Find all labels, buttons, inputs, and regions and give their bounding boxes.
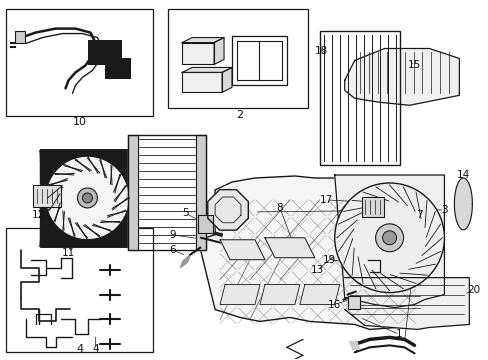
Circle shape xyxy=(382,231,396,245)
Text: 4: 4 xyxy=(77,345,84,354)
Bar xyxy=(33,185,61,207)
Circle shape xyxy=(77,188,97,208)
Circle shape xyxy=(82,193,92,203)
Text: 20: 20 xyxy=(466,284,479,294)
Polygon shape xyxy=(196,135,205,250)
Text: 9: 9 xyxy=(168,230,175,240)
Circle shape xyxy=(334,183,444,293)
Polygon shape xyxy=(344,49,458,105)
Text: 2: 2 xyxy=(236,110,243,120)
Polygon shape xyxy=(349,341,359,349)
Polygon shape xyxy=(299,285,339,305)
Text: 13: 13 xyxy=(310,265,324,275)
Polygon shape xyxy=(182,37,224,42)
Bar xyxy=(361,197,383,217)
Text: 1: 1 xyxy=(395,329,402,339)
Bar xyxy=(319,31,399,165)
Polygon shape xyxy=(453,178,471,230)
Bar xyxy=(128,135,205,250)
Bar xyxy=(15,31,24,42)
Text: 18: 18 xyxy=(314,45,328,55)
Polygon shape xyxy=(182,72,222,92)
Text: 4: 4 xyxy=(92,345,99,354)
Bar xyxy=(6,9,153,116)
Text: 10: 10 xyxy=(72,117,86,127)
Circle shape xyxy=(45,156,129,240)
Text: 19: 19 xyxy=(323,255,336,265)
Polygon shape xyxy=(207,190,248,230)
Polygon shape xyxy=(220,285,260,305)
Polygon shape xyxy=(344,278,468,329)
Text: 6: 6 xyxy=(168,245,175,255)
Polygon shape xyxy=(220,240,264,260)
Polygon shape xyxy=(198,176,427,329)
Bar xyxy=(168,9,307,108)
Text: 7: 7 xyxy=(415,210,422,220)
Text: 15: 15 xyxy=(407,60,420,71)
Text: 3: 3 xyxy=(440,205,447,215)
Text: 11: 11 xyxy=(62,248,75,258)
Text: 8: 8 xyxy=(276,203,283,213)
Polygon shape xyxy=(214,37,224,64)
Text: 16: 16 xyxy=(327,300,341,310)
Polygon shape xyxy=(260,285,299,305)
Polygon shape xyxy=(334,175,444,307)
Polygon shape xyxy=(180,256,190,268)
Text: 5: 5 xyxy=(182,208,188,218)
Polygon shape xyxy=(198,215,213,233)
Text: 12: 12 xyxy=(32,210,45,220)
Polygon shape xyxy=(182,42,214,64)
Bar xyxy=(6,228,153,352)
Polygon shape xyxy=(128,135,138,250)
Polygon shape xyxy=(264,238,314,258)
Text: 14: 14 xyxy=(456,170,469,180)
Polygon shape xyxy=(222,67,232,92)
Circle shape xyxy=(375,224,403,252)
Text: 17: 17 xyxy=(320,195,333,205)
Polygon shape xyxy=(182,67,232,72)
Bar xyxy=(347,296,359,310)
